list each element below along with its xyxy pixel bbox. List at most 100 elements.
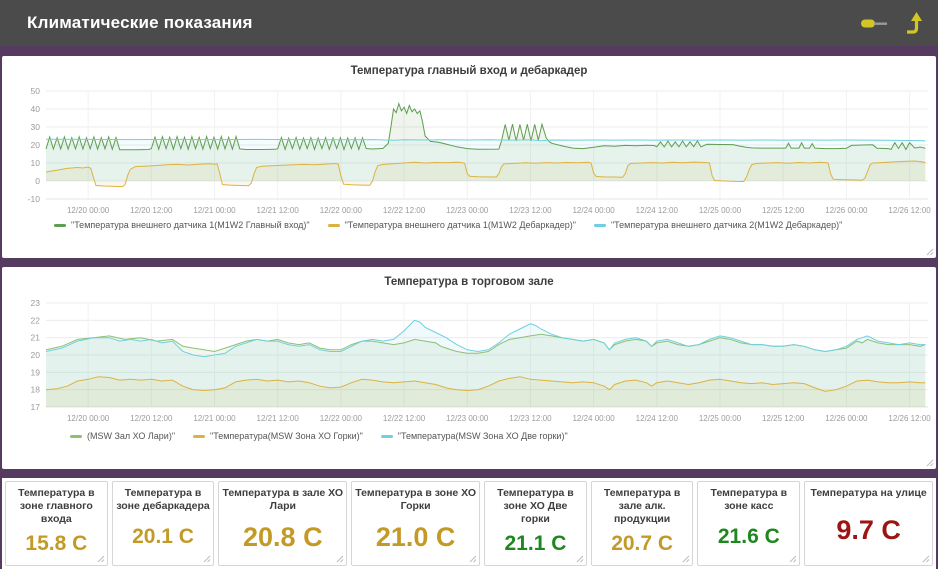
card-value: 21.6 C <box>717 525 780 549</box>
legend-label: "Температура внешнего датчика 2(M1W2 Деб… <box>610 220 843 230</box>
card-title: Температура в зале ХО Лари <box>222 487 344 513</box>
legend-item[interactable]: "Температура внешнего датчика 1(M1W2 Гла… <box>54 220 310 230</box>
metric-card: Температура в зоне дебаркадера 20.1 C <box>111 481 215 566</box>
x-tick-label: 12/21 00:00 <box>193 206 236 215</box>
chart2-canvas[interactable]: 23 22 21 20 19 18 17 12/20 00:00 12/20 12:00 12/2… <box>2 295 936 429</box>
x-tick-label: 12/20 12:00 <box>130 414 173 423</box>
x-tick-label: 12/22 00:00 <box>320 206 363 215</box>
legend-color-swatch <box>593 223 606 227</box>
legend-label: (MSW Зал ХО Лари)" <box>87 431 176 441</box>
x-tick-label: 12/26 00:00 <box>825 206 868 215</box>
card-resize-handle[interactable] <box>336 555 344 563</box>
legend-item[interactable]: "Температура(MSW Зона ХО Горки)" <box>193 431 363 441</box>
card-title: Температура в зоне ХО Две горки <box>497 487 574 526</box>
legend-color-swatch <box>380 434 393 438</box>
y-tick-label: 17 <box>31 402 41 412</box>
card-resize-handle[interactable] <box>203 555 211 563</box>
chart1-canvas[interactable]: 50 40 30 20 10 0 -10 12/20 00:00 12/20 12:00 12/2… <box>2 84 936 218</box>
legend-item[interactable]: "Температура(MSW Зона ХО Две горки)" <box>380 431 568 441</box>
legend-item[interactable]: "Температура внешнего датчика 2(M1W2 Деб… <box>593 220 843 230</box>
card-resize-handle[interactable] <box>97 555 105 563</box>
card-title: Температура в зоне касс <box>710 487 788 513</box>
legend-label: "Температура(MSW Зона ХО Горки)" <box>210 431 363 441</box>
x-tick-label: 12/25 12:00 <box>762 414 805 423</box>
series-line <box>45 138 926 142</box>
x-tick-label: 12/25 12:00 <box>762 206 805 215</box>
x-tick-label: 12/20 12:00 <box>130 206 173 215</box>
card-value: 9.7 C <box>836 515 901 546</box>
y-tick-label: 23 <box>31 298 41 308</box>
x-tick-label: 12/22 12:00 <box>383 414 426 423</box>
legend-item[interactable]: "Температура внешнего датчика 1(M1W2 Деб… <box>327 220 576 230</box>
x-tick-label: 12/24 00:00 <box>572 414 615 423</box>
legend-label: "Температура внешнего датчика 1(M1W2 Гла… <box>71 220 310 230</box>
x-tick-label: 12/22 12:00 <box>383 206 426 215</box>
legend-color-swatch <box>54 223 66 227</box>
chart-title: Температура главный вход и дебаркадер <box>350 65 588 77</box>
metric-card: Температура в зоне касс 21.6 C <box>697 481 801 566</box>
legend-label: "Температура внешнего датчика 1(M1W2 Деб… <box>344 220 576 230</box>
card-value: 21.0 C <box>375 521 456 552</box>
screwdriver-icon[interactable] <box>861 17 888 30</box>
metric-card: Температура на улице 9.7 C <box>804 481 934 566</box>
x-tick-label: 12/23 12:00 <box>509 414 552 423</box>
card-resize-handle[interactable] <box>789 555 797 563</box>
x-tick-label: 12/23 12:00 <box>509 206 552 215</box>
x-tick-label: 12/22 00:00 <box>320 414 363 423</box>
card-resize-handle[interactable] <box>682 555 690 563</box>
x-tick-label: 12/21 12:00 <box>257 206 300 215</box>
card-value: 20.8 C <box>243 521 323 552</box>
card-resize-handle[interactable] <box>576 555 584 563</box>
x-tick-label: 12/24 12:00 <box>636 206 679 215</box>
chart2-legend: (MSW Зал ХО Лари)" "Температура(MSW Зона … <box>70 431 936 441</box>
x-tick-label: 12/24 12:00 <box>636 414 679 423</box>
chart1-legend: "Температура внешнего датчика 1(M1W2 Гла… <box>54 220 936 230</box>
y-tick-label: 50 <box>31 86 41 96</box>
card-value: 20.1 C <box>132 525 194 549</box>
y-tick-label: -10 <box>28 194 41 204</box>
card-resize-handle[interactable] <box>922 555 930 563</box>
chart-panel-hall: Температура в торговом зале 23 22 21 20 19 18… <box>2 267 936 469</box>
panel-resize-handle[interactable] <box>926 248 934 256</box>
series-line <box>45 160 926 188</box>
x-tick-label: 12/25 00:00 <box>699 414 742 423</box>
header: Климатические показания <box>0 0 938 46</box>
x-tick-label: 12/24 00:00 <box>572 206 615 215</box>
up-arrow-icon[interactable] <box>904 11 922 35</box>
y-tick-label: 30 <box>31 122 41 132</box>
x-tick-label: 12/25 00:00 <box>699 206 742 215</box>
x-tick-label: 12/23 00:00 <box>446 414 489 423</box>
y-tick-label: 19 <box>31 367 41 377</box>
x-tick-label: 12/20 00:00 <box>67 206 110 215</box>
y-tick-label: 10 <box>31 158 41 168</box>
metric-card: Температура в зоне ХО Две горки 21.1 C <box>484 481 587 566</box>
y-tick-label: 0 <box>35 176 40 186</box>
card-title: Температура в зоне ХО Горки <box>355 487 477 513</box>
legend-color-swatch <box>327 223 340 227</box>
y-tick-label: 18 <box>31 385 41 395</box>
y-tick-label: 20 <box>31 350 41 360</box>
card-resize-handle[interactable] <box>469 555 477 563</box>
header-icons <box>861 11 938 35</box>
y-tick-label: 40 <box>31 104 41 114</box>
x-tick-label: 12/23 00:00 <box>446 206 489 215</box>
card-value: 20.7 C <box>611 531 674 555</box>
page-title: Климатические показания <box>27 13 253 32</box>
metric-card: Температура в зале алк. продукции 20.7 C <box>590 481 694 566</box>
panel-resize-handle[interactable] <box>926 459 934 467</box>
y-tick-label: 21 <box>31 333 41 343</box>
legend-item[interactable]: (MSW Зал ХО Лари)" <box>70 431 175 441</box>
series-line <box>45 376 926 392</box>
x-tick-label: 12/26 00:00 <box>825 414 868 423</box>
y-tick-label: 20 <box>31 140 41 150</box>
legend-color-swatch <box>70 434 82 438</box>
card-title: Температура в зоне дебаркадера <box>116 487 210 513</box>
chart-title: Температура в торговом зале <box>384 276 554 288</box>
legend-label: "Температура(MSW Зона ХО Две горки)" <box>397 431 568 441</box>
card-value: 15.8 C <box>25 531 88 555</box>
x-tick-label: 12/21 00:00 <box>193 414 236 423</box>
metric-card: Температура в зоне ХО Горки 21.0 C <box>351 481 481 566</box>
legend-color-swatch <box>193 434 206 438</box>
series-line <box>45 101 926 152</box>
